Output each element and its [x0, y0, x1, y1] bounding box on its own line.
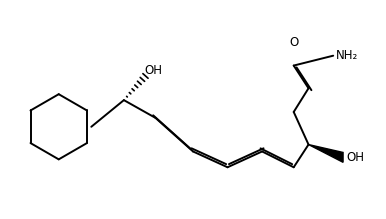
Polygon shape: [308, 145, 343, 162]
Text: O: O: [289, 36, 298, 49]
Text: NH₂: NH₂: [336, 49, 359, 62]
Text: OH: OH: [145, 64, 163, 77]
Text: OH: OH: [346, 151, 364, 164]
